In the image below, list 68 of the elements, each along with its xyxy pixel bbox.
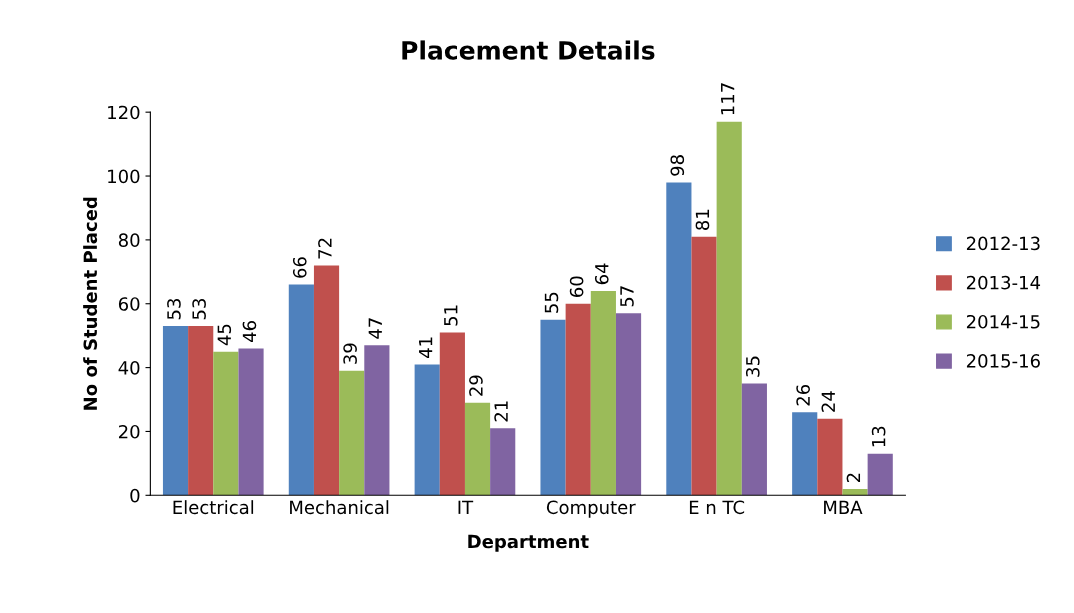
bar — [565, 303, 591, 496]
bar — [792, 412, 818, 496]
chart-title: Placement Details — [402, 40, 655, 60]
data-label: 46 — [242, 321, 257, 342]
bar — [490, 428, 516, 496]
data-label: 26 — [796, 384, 810, 406]
bar — [213, 351, 239, 496]
data-label: 13 — [871, 426, 886, 447]
data-label: 53 — [192, 299, 206, 320]
y-tick-label: 100 — [108, 169, 140, 184]
x-tick-label: Mechanical — [290, 500, 389, 515]
bar — [464, 402, 491, 496]
bar — [238, 348, 264, 496]
data-label: 55 — [544, 292, 559, 313]
y-tick-label: 120 — [108, 105, 140, 120]
bar — [615, 313, 642, 496]
data-label: 35 — [745, 356, 760, 377]
data-label: 41 — [419, 337, 433, 358]
data-label: 45 — [217, 324, 232, 346]
legend-label: 2012-13 — [966, 236, 1040, 251]
bar — [741, 383, 767, 496]
data-label: 66 — [292, 257, 307, 278]
data-label: 57 — [620, 286, 634, 307]
legend-label: 2013-14 — [966, 275, 1041, 290]
y-tick-label: 20 — [118, 424, 140, 439]
x-tick-label: IT — [458, 500, 474, 514]
data-label: 21 — [494, 401, 508, 422]
y-axis-title: No of Student Placed — [83, 197, 98, 410]
data-label: 72 — [318, 238, 332, 259]
data-label: 60 — [569, 276, 584, 297]
data-label: 39 — [343, 343, 357, 364]
data-label: 64 — [594, 263, 609, 285]
y-tick-label: 60 — [118, 297, 140, 311]
bar — [691, 236, 717, 496]
bar — [540, 319, 566, 496]
bar — [313, 265, 340, 496]
bar — [590, 290, 616, 496]
data-label: 81 — [695, 209, 710, 230]
data-label: 51 — [444, 305, 458, 326]
data-label: 29 — [469, 375, 483, 396]
bar — [867, 453, 893, 496]
bar — [439, 332, 465, 496]
y-tick-label: 40 — [118, 361, 140, 375]
legend-label: 2015-16 — [966, 354, 1040, 368]
x-tick-label: Electrical — [173, 500, 254, 515]
bar — [288, 284, 314, 496]
bar — [666, 182, 692, 496]
y-tick-label: 0 — [130, 488, 140, 503]
x-tick-label: Computer — [546, 500, 636, 518]
bar — [842, 488, 868, 496]
x-tick-label: E n TC — [689, 500, 745, 515]
bar — [188, 326, 214, 496]
legend-label: 2014-15 — [966, 314, 1040, 329]
bar — [414, 364, 440, 496]
data-label: 2 — [846, 473, 861, 483]
bar — [339, 370, 365, 496]
x-axis-title: Department — [468, 534, 589, 552]
x-tick-label: MBA — [824, 500, 863, 514]
bar — [817, 418, 843, 496]
bar — [716, 121, 742, 496]
data-label: 53 — [167, 299, 181, 320]
y-tick-label: 80 — [118, 233, 140, 247]
data-label: 24 — [821, 391, 835, 412]
data-label: 98 — [670, 155, 685, 176]
bar — [162, 326, 189, 496]
bar — [364, 345, 390, 496]
data-label: 117 — [721, 83, 735, 115]
data-label: 47 — [368, 318, 382, 339]
